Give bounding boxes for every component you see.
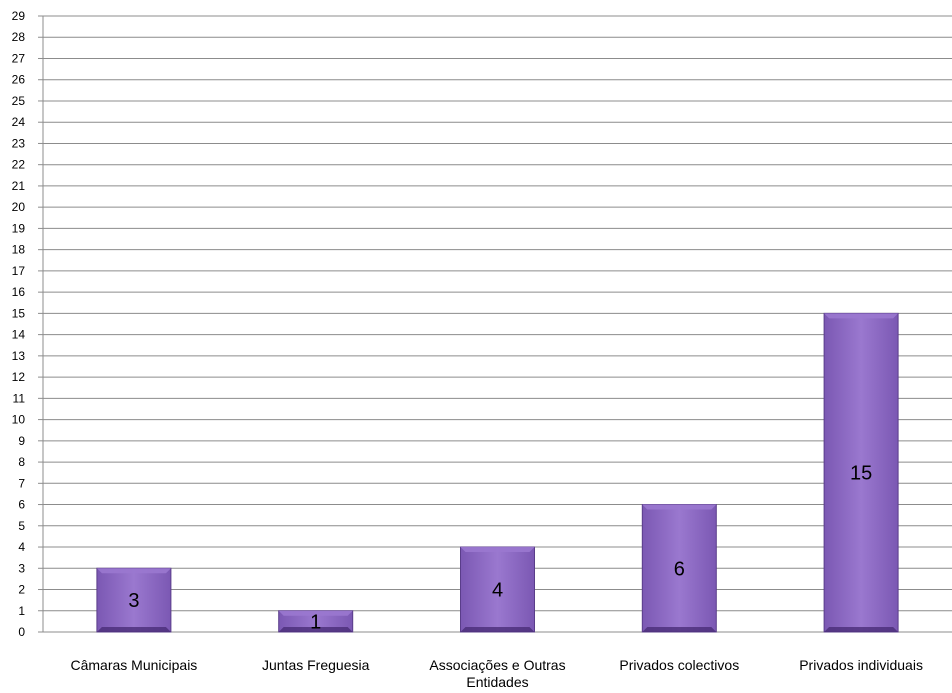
y-tick-label: 5 — [18, 519, 25, 533]
bar-bevel-top — [96, 568, 171, 574]
x-category-label: Associações e Outras — [429, 657, 565, 673]
x-category-label: Privados individuais — [799, 657, 923, 673]
bar-bevel-top — [460, 547, 535, 553]
y-tick-label: 6 — [18, 498, 25, 512]
bar-body — [823, 312, 899, 633]
y-tick-label: 9 — [18, 434, 25, 448]
bar-body — [641, 504, 717, 633]
y-tick-label: 2 — [18, 583, 25, 597]
x-category-label: Câmaras Municipais — [70, 657, 197, 673]
bar-bevel-bottom — [460, 627, 535, 632]
y-tick-label: 25 — [12, 94, 26, 108]
data-label: 4 — [492, 580, 503, 602]
y-tick-label: 17 — [12, 264, 26, 278]
data-labels: 3 1 4 6 15 — [128, 463, 872, 634]
y-tick-label: 4 — [18, 540, 25, 554]
bar — [278, 610, 354, 633]
bar-bevel-top — [278, 610, 353, 616]
bar-bevel-bottom — [278, 627, 353, 632]
y-tick-label: 12 — [12, 370, 26, 384]
y-axis-tick-labels: 0123456789101112131415161718192021222324… — [12, 9, 44, 639]
y-tick-label: 3 — [18, 561, 25, 575]
bars — [96, 312, 899, 633]
data-label: 15 — [850, 463, 872, 485]
y-tick-label: 24 — [12, 115, 26, 129]
bar-body — [460, 546, 535, 633]
y-tick-label: 13 — [12, 349, 26, 363]
bar-body — [96, 567, 172, 633]
y-tick-label: 27 — [12, 51, 26, 65]
data-label: 3 — [128, 590, 139, 612]
x-category-label: Entidades — [466, 674, 528, 690]
y-tick-label: 19 — [12, 221, 26, 235]
bar — [641, 504, 717, 633]
y-tick-label: 8 — [18, 455, 25, 469]
y-tick-label: 23 — [12, 136, 26, 150]
y-tick-label: 0 — [18, 625, 25, 639]
y-tick-label: 20 — [12, 200, 26, 214]
y-tick-label: 15 — [12, 306, 26, 320]
bar-bevel-bottom — [642, 627, 717, 632]
data-label: 1 — [310, 611, 321, 633]
bar-bevel-top — [824, 313, 899, 319]
y-tick-label: 28 — [12, 30, 26, 44]
y-tick-label: 14 — [12, 328, 26, 342]
x-category-label: Privados colectivos — [619, 657, 739, 673]
y-tick-label: 18 — [12, 243, 26, 257]
bar — [460, 546, 535, 633]
y-tick-label: 1 — [18, 604, 25, 618]
x-axis-category-labels: Câmaras Municipais Juntas Freguesia Associ… — [70, 657, 922, 690]
y-tick-label: 11 — [13, 391, 26, 405]
bar — [96, 567, 172, 633]
gridlines — [43, 15, 952, 633]
y-tick-label: 29 — [12, 9, 26, 23]
y-tick-label: 7 — [18, 476, 25, 490]
data-label: 6 — [674, 558, 685, 580]
bar-bevel-top — [642, 504, 717, 510]
bar — [823, 312, 899, 633]
bar-bevel-bottom — [96, 627, 171, 632]
bar-bevel-bottom — [824, 627, 899, 632]
y-tick-label: 21 — [12, 179, 26, 193]
y-tick-label: 16 — [12, 285, 26, 299]
y-tick-label: 10 — [12, 413, 26, 427]
x-category-label: Juntas Freguesia — [262, 657, 370, 673]
y-tick-label: 26 — [12, 73, 26, 87]
y-tick-label: 22 — [12, 158, 26, 172]
